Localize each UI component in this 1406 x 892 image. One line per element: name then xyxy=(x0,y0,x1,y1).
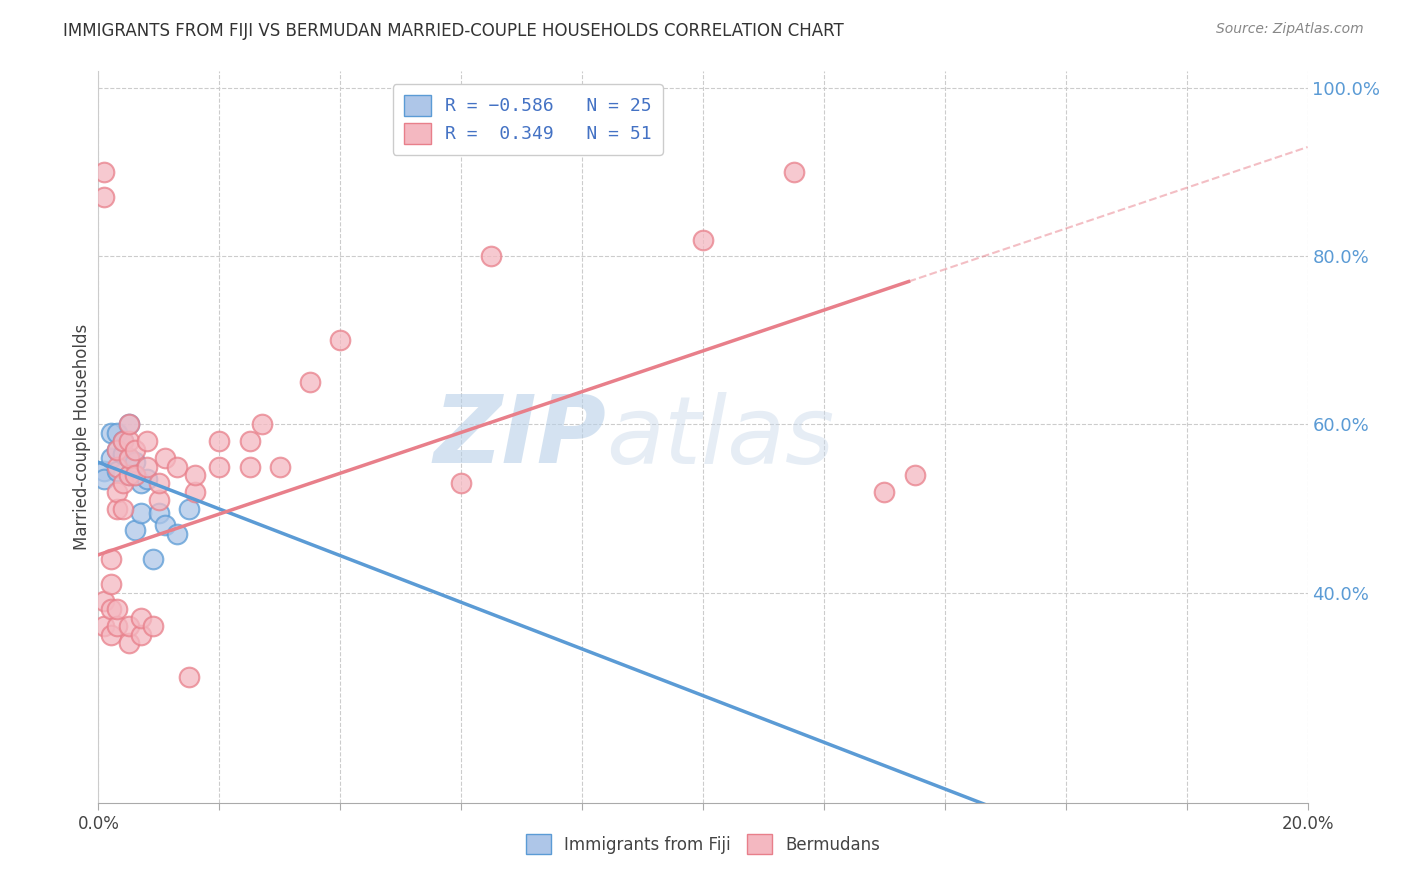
Point xyxy=(329,334,352,348)
Point xyxy=(299,376,322,390)
Point xyxy=(93,619,115,633)
Point xyxy=(118,417,141,432)
Point xyxy=(153,451,176,466)
Point xyxy=(118,451,141,466)
Point xyxy=(269,459,291,474)
Point xyxy=(129,611,152,625)
Point xyxy=(148,506,170,520)
Point xyxy=(118,467,141,482)
Point xyxy=(692,233,714,247)
Text: atlas: atlas xyxy=(606,392,835,483)
Point xyxy=(148,493,170,508)
Point xyxy=(100,552,122,566)
Point xyxy=(118,451,141,466)
Point xyxy=(142,619,165,633)
Point xyxy=(105,425,128,440)
Point xyxy=(124,455,146,469)
Point xyxy=(118,434,141,449)
Point xyxy=(100,602,122,616)
Point xyxy=(105,602,128,616)
Point xyxy=(142,552,165,566)
Point xyxy=(93,594,115,608)
Point xyxy=(124,467,146,482)
Point xyxy=(111,447,134,461)
Text: Source: ZipAtlas.com: Source: ZipAtlas.com xyxy=(1216,22,1364,37)
Point xyxy=(93,190,115,204)
Point xyxy=(93,464,115,478)
Point xyxy=(105,464,128,478)
Point xyxy=(105,442,128,457)
Point xyxy=(118,417,141,432)
Point xyxy=(179,670,201,684)
Point xyxy=(208,459,231,474)
Point xyxy=(129,476,152,491)
Point xyxy=(111,434,134,449)
Point xyxy=(135,459,157,474)
Point xyxy=(100,627,122,641)
Point xyxy=(93,472,115,486)
Point xyxy=(166,526,188,541)
Point xyxy=(135,434,157,449)
Point xyxy=(118,636,141,650)
Legend: Immigrants from Fiji, Bermudans: Immigrants from Fiji, Bermudans xyxy=(519,828,887,860)
Point xyxy=(111,501,134,516)
Point xyxy=(166,459,188,474)
Point xyxy=(239,459,262,474)
Point xyxy=(105,501,128,516)
Point xyxy=(105,442,128,457)
Point xyxy=(100,451,122,466)
Point xyxy=(873,484,896,499)
Text: IMMIGRANTS FROM FIJI VS BERMUDAN MARRIED-COUPLE HOUSEHOLDS CORRELATION CHART: IMMIGRANTS FROM FIJI VS BERMUDAN MARRIED… xyxy=(63,22,844,40)
Point xyxy=(105,619,128,633)
Point xyxy=(129,627,152,641)
Point xyxy=(111,476,134,491)
Point xyxy=(179,501,201,516)
Point xyxy=(208,434,231,449)
Point xyxy=(481,249,503,263)
Point xyxy=(135,472,157,486)
Point xyxy=(100,577,122,591)
Point xyxy=(783,165,806,179)
Point xyxy=(105,484,128,499)
Point xyxy=(904,467,927,482)
Point xyxy=(105,459,128,474)
Point xyxy=(118,467,141,482)
Point xyxy=(148,476,170,491)
Point xyxy=(100,425,122,440)
Point xyxy=(153,518,176,533)
Point xyxy=(250,417,273,432)
Point xyxy=(184,467,207,482)
Point xyxy=(124,523,146,537)
Point xyxy=(184,484,207,499)
Point xyxy=(124,467,146,482)
Point xyxy=(129,506,152,520)
Text: ZIP: ZIP xyxy=(433,391,606,483)
Point xyxy=(450,476,472,491)
Point xyxy=(93,165,115,179)
Point xyxy=(239,434,262,449)
Point xyxy=(118,619,141,633)
Point xyxy=(124,442,146,457)
Point xyxy=(111,434,134,449)
Y-axis label: Married-couple Households: Married-couple Households xyxy=(73,324,91,550)
